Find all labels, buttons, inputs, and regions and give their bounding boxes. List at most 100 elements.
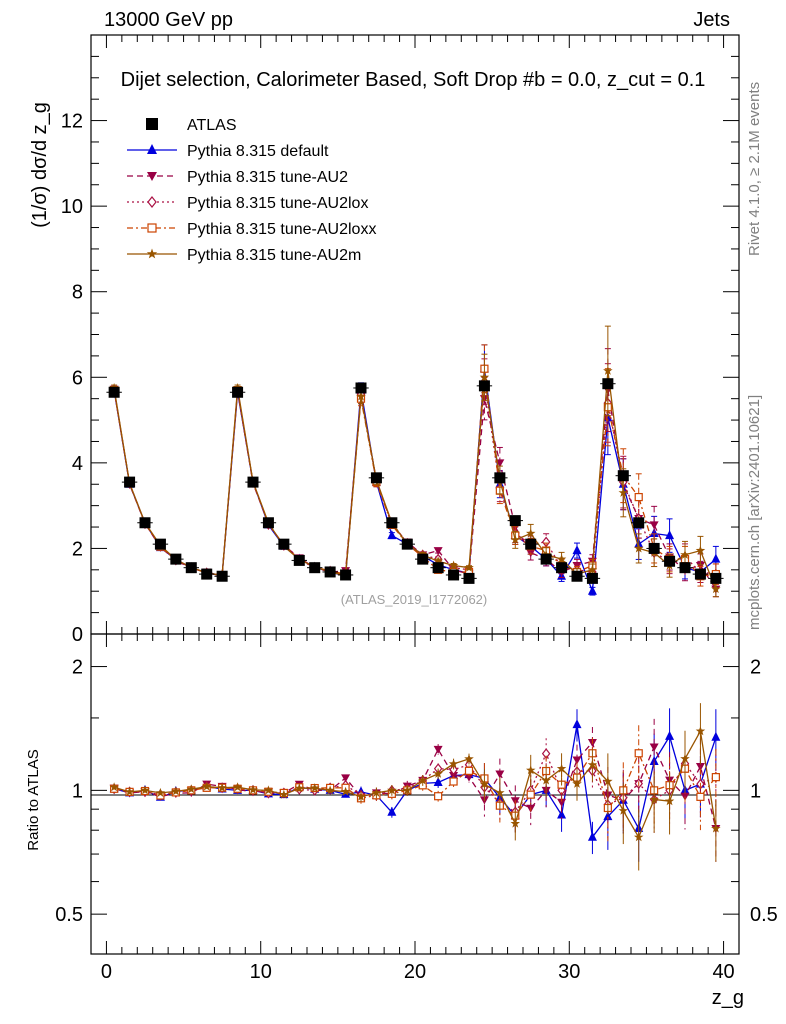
data-point [278,538,290,550]
data-point [509,515,521,527]
ratio-point [387,806,397,816]
header-process: Jets [693,9,730,31]
data-point [124,476,136,488]
legend-label: Pythia 8.315 default [187,143,329,160]
rivet-version-label: Rivet 4.1.0, ≥ 2.1M events [746,81,763,256]
data-point [478,380,490,392]
ratio-point [618,805,628,815]
ratio-point [664,796,675,806]
legend-label: Pythia 8.315 tune-AU2 [187,169,348,186]
x-tick-label: 20 [404,961,426,983]
ratio-point [448,758,459,768]
legend-marker [147,144,157,154]
ratio-point [449,771,459,780]
y-axis-label: (1/σ) dσ/d z_g [29,102,51,228]
data-point [154,538,166,550]
data-point [433,547,443,556]
ratio-point [171,786,181,796]
ratio-point [556,763,567,773]
data-point [525,538,537,550]
ratio-point [526,765,536,775]
data-point [293,554,305,566]
ratio-tick-label: 2 [750,657,761,679]
y-tick-label: 10 [61,196,83,218]
legend-label: Pythia 8.315 tune-AU2loxx [187,221,376,238]
x-tick-label: 30 [558,961,580,983]
ratio-point [263,785,274,795]
data-point [324,566,336,578]
ratio-point [510,818,520,828]
ratio-point [711,731,721,741]
ratio-point [464,773,474,782]
ratio-y-axis-label: Ratio to ATLAS [25,749,42,850]
data-point [587,585,597,595]
y-tick-label: 0 [72,624,83,646]
legend-marker [146,248,158,259]
ratio-point [557,809,567,819]
legend-label: Pythia 8.315 tune-AU2lox [187,195,368,212]
ratio-point [140,785,150,795]
ratio-series-5 [109,703,721,871]
data-point [108,386,120,398]
ratio-point [449,777,458,786]
data-point [694,568,706,580]
data-point [572,545,582,555]
data-point [634,543,644,553]
data-point [355,382,367,394]
y-tick-label: 8 [72,282,83,304]
data-point [603,365,613,375]
ratio-point [649,743,659,752]
data-point [649,527,659,537]
x-axis-label: z_g [712,987,744,1009]
ratio-point [634,749,643,758]
legend: ATLAS Pythia 8.315 default Pythia 8.315 tu… [127,117,376,264]
ratio-point [603,811,613,821]
ratio-point [634,832,644,842]
y-tick-label: 12 [61,111,83,133]
ratio-point [479,779,490,789]
ratio-point [434,792,443,801]
data-point [665,530,675,540]
data-point [463,572,475,584]
legend-marker [147,172,157,181]
data-point [340,569,352,581]
ratio-point [340,786,351,796]
data-point [201,568,213,580]
watermark: (ATLAS_2019_I1772062) [341,592,487,607]
ratio-tick-label: 1 [72,780,83,802]
ratio-point [572,778,582,788]
data-point [494,472,506,484]
y-tick-label: 4 [72,453,83,475]
data-point [401,538,413,550]
main-series-layer [106,325,724,598]
x-tick-label: 0 [101,961,112,983]
ratio-tick-label: 1 [750,780,761,802]
data-point [648,542,660,554]
ratio-series-2 [109,718,721,862]
data-point [464,562,474,572]
data-point [232,386,244,398]
ratio-point [402,785,412,795]
mcplots-label: mcplots.cern.ch [arXiv:2401.10621] [746,394,763,630]
ratio-point [202,781,212,791]
data-point [571,570,583,582]
data-point [710,572,722,584]
data-point [634,492,643,502]
data-point [262,517,274,529]
chart-title: Dijet selection, Calorimeter Based, Soft… [121,69,706,91]
ratio-point [572,719,582,729]
ratio-point [371,787,382,797]
ratio-point [387,785,397,795]
data-point [602,378,614,390]
ratio-point [217,782,227,792]
ratio-point [418,775,428,785]
legend-marker [147,196,157,208]
ratio-point [341,774,351,783]
data-point [247,476,259,488]
data-point [370,472,382,484]
legend-label: Pythia 8.315 tune-AU2m [187,247,361,264]
ratio-point [587,759,598,769]
ratio-point [310,783,320,793]
